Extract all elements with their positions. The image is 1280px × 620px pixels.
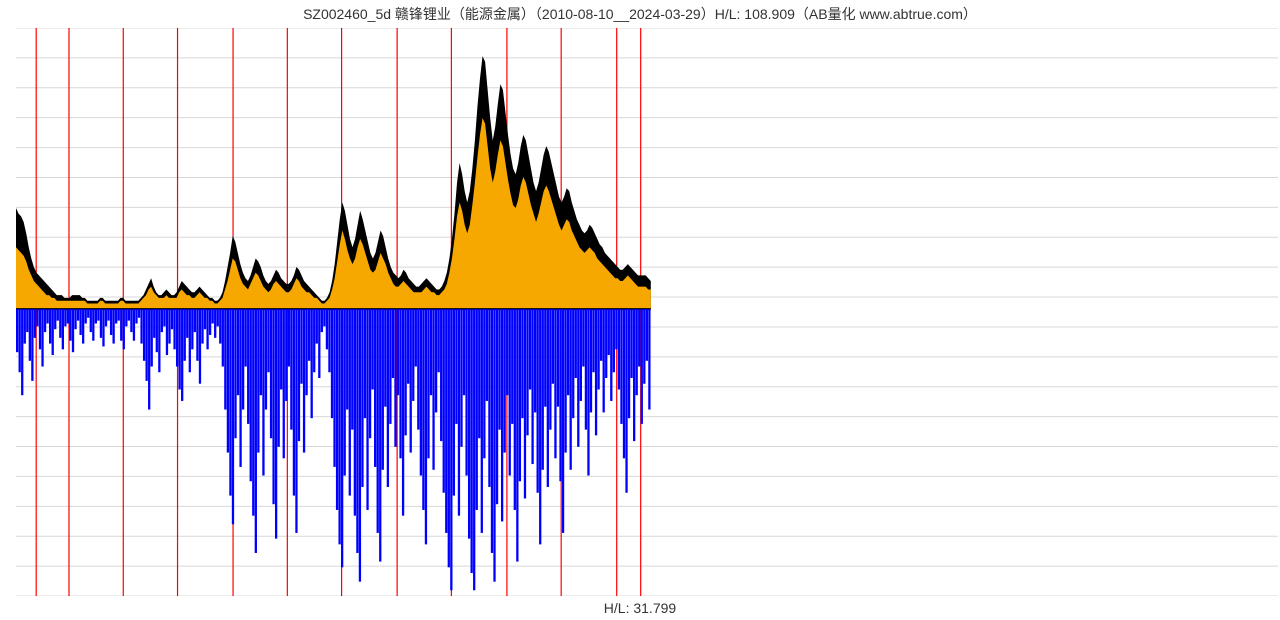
chart-svg xyxy=(16,28,1278,596)
chart-title: SZ002460_5d 赣锋锂业（能源金属）（2010-08-10__2024-… xyxy=(0,4,1280,24)
chart-area xyxy=(16,28,1278,596)
chart-footer: H/L: 31.799 xyxy=(0,600,1280,616)
chart-container: SZ002460_5d 赣锋锂业（能源金属）（2010-08-10__2024-… xyxy=(0,0,1280,620)
